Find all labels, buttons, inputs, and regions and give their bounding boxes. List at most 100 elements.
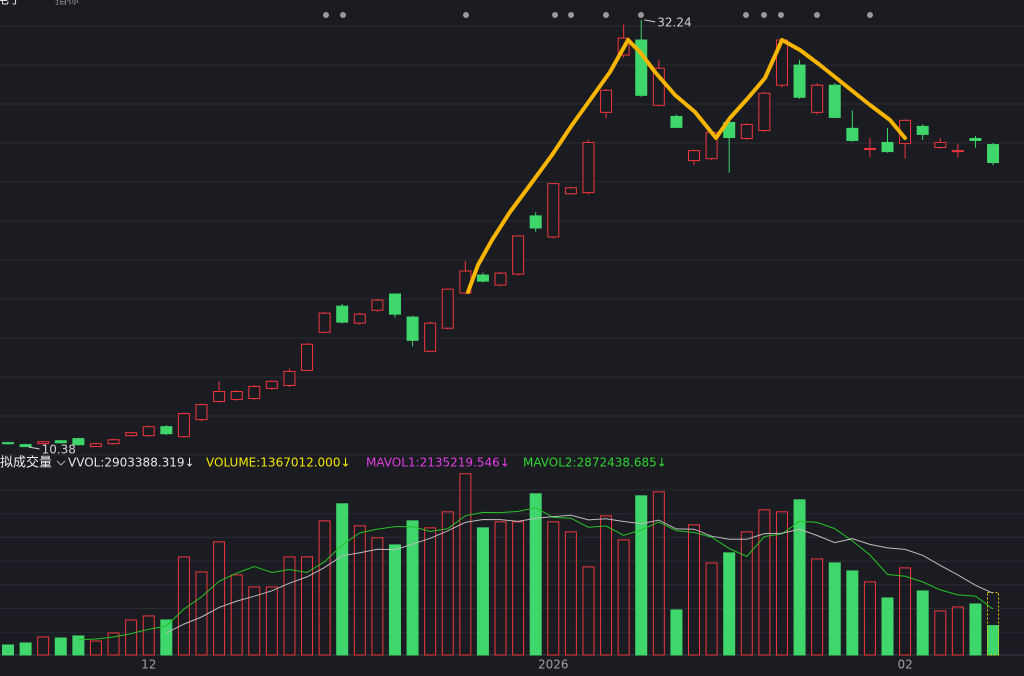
candle-body [265,380,278,389]
event-dot [778,12,784,18]
candle-body [107,439,120,445]
candle-body [353,313,366,324]
candle-body [547,183,560,238]
virtual-volume [987,591,1000,656]
candle-body [688,150,701,162]
candle-body [758,92,771,132]
volume-bar [160,619,173,656]
candle-body [301,343,314,371]
volume-bar [142,615,155,656]
candle-body [125,432,138,437]
volume-bar [688,524,701,656]
annotation-label: 10.38 [42,442,76,456]
volume-bar [336,503,349,656]
candle-body [846,127,859,141]
volume-bar [125,619,138,656]
volume-bar [881,597,894,656]
candle-body [476,274,489,282]
dropdown-arrow [56,460,66,466]
event-dot [552,12,558,18]
candle-body [371,299,384,311]
volume-bar [934,610,947,656]
volume-bar [987,625,1000,656]
candle-body [600,89,613,113]
hand-drawn-m-pattern [466,38,907,294]
candle-body [811,84,824,113]
candle-body [19,444,32,448]
event-dot [814,12,820,18]
candle-body [283,370,296,386]
candle-body [529,215,542,229]
volume-bar [494,521,507,656]
volume-bar [740,531,753,656]
volume-bar [951,606,964,656]
candle-body [388,293,401,315]
event-dot [340,12,346,18]
volume-bar [54,637,67,656]
candle-body [177,413,190,438]
candle-body [740,123,753,140]
candle-body [969,138,982,141]
x-tick-label: 2026 [538,658,569,672]
annotation-arrow [28,446,40,450]
volume-bar [441,511,454,656]
legend-entry: MAVOL1:2135219.546↓ [366,456,510,470]
event-dot [867,12,873,18]
candle-body [987,144,1000,164]
candle-body [863,147,876,150]
candle-body [441,288,454,329]
annotation-arrow [644,19,656,23]
candle-body [142,426,155,437]
event-dot [603,12,609,18]
ma-line [166,514,994,634]
stock-name: 电子 [0,0,22,8]
volume-bar [424,527,437,656]
candle-body [635,39,648,96]
candle-body [881,141,894,153]
volume-bar [758,509,771,656]
legend-entry: MAVOL2:2872438.685↓ [523,456,667,470]
volume-bar [388,544,401,656]
volume-bar [582,566,595,656]
event-dot [743,12,749,18]
volume-bar [969,603,982,656]
volume-bar [529,493,542,656]
candle-body [951,150,964,153]
volume-bar [19,642,32,656]
event-dot [638,12,644,18]
volume-bar [318,520,331,656]
candle-body [195,404,208,421]
volume-bar [177,556,190,656]
volume-bar [564,531,577,656]
volume-bar [353,525,366,656]
menu[interactable]: 指标 [55,0,79,7]
volume-bar [652,491,665,656]
volume-bar [248,586,261,656]
volume-bar [213,541,226,656]
volume-bar [775,511,788,656]
volume-bar [283,556,296,656]
candle-body [54,440,67,444]
event-dot [568,12,574,18]
volume-bar [547,521,560,656]
volume-bar [705,562,718,656]
candle-body [89,443,102,448]
ma-line [78,507,994,641]
candle-body [424,322,437,352]
volume-bar [89,640,102,656]
candle-body [248,385,261,400]
volume-bar [72,635,85,656]
event-dots [323,12,873,18]
indicator-name[interactable]: 拟成交量 [0,455,52,471]
volume-bar [37,636,50,656]
volume-bar [811,558,824,656]
x-tick-label: 02 [897,658,912,672]
volume-bar [899,567,912,656]
volume-bar [793,499,806,656]
volume-bar [670,609,683,656]
candle-body [934,141,947,148]
volume-bar [846,570,859,656]
candle-body [160,426,173,435]
